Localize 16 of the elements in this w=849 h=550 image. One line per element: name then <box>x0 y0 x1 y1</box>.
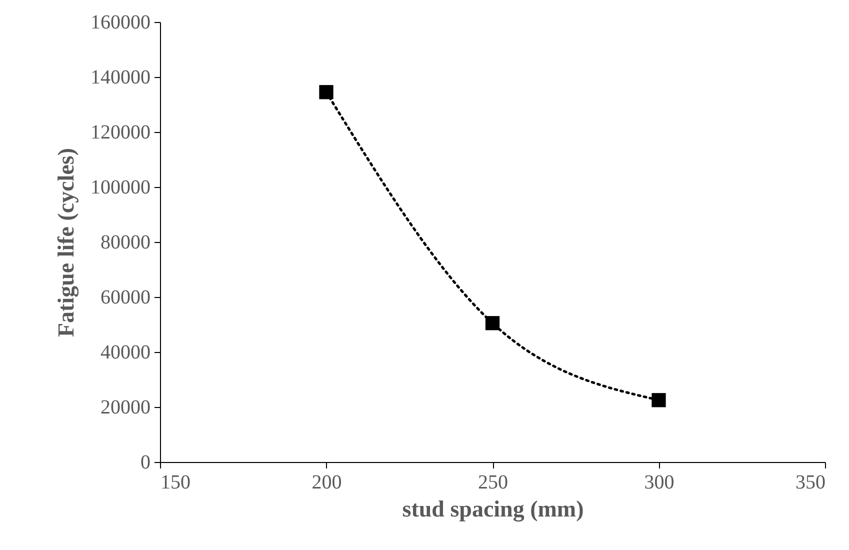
y-axis-title: Fatigue life (cycles) <box>54 148 80 338</box>
y-tick-label: 80000 <box>100 232 150 254</box>
x-tick-label: 250 <box>478 472 508 494</box>
y-tick-label: 140000 <box>90 66 150 88</box>
y-tick-label: 160000 <box>90 12 150 34</box>
x-tick-label: 300 <box>644 472 674 494</box>
x-tick-label: 350 <box>796 472 826 494</box>
y-tick-label: 20000 <box>100 396 150 418</box>
x-tick-label: 200 <box>312 472 342 494</box>
y-tick-label: 100000 <box>90 176 150 198</box>
y-tick-label: 120000 <box>90 122 150 144</box>
y-tick-label: 60000 <box>100 286 150 308</box>
y-tick-label: 40000 <box>100 342 150 364</box>
y-tick-label: 0 <box>140 452 150 474</box>
x-tick-label: 150 <box>160 472 190 494</box>
x-axis-title: stud spacing (mm) <box>402 496 584 522</box>
